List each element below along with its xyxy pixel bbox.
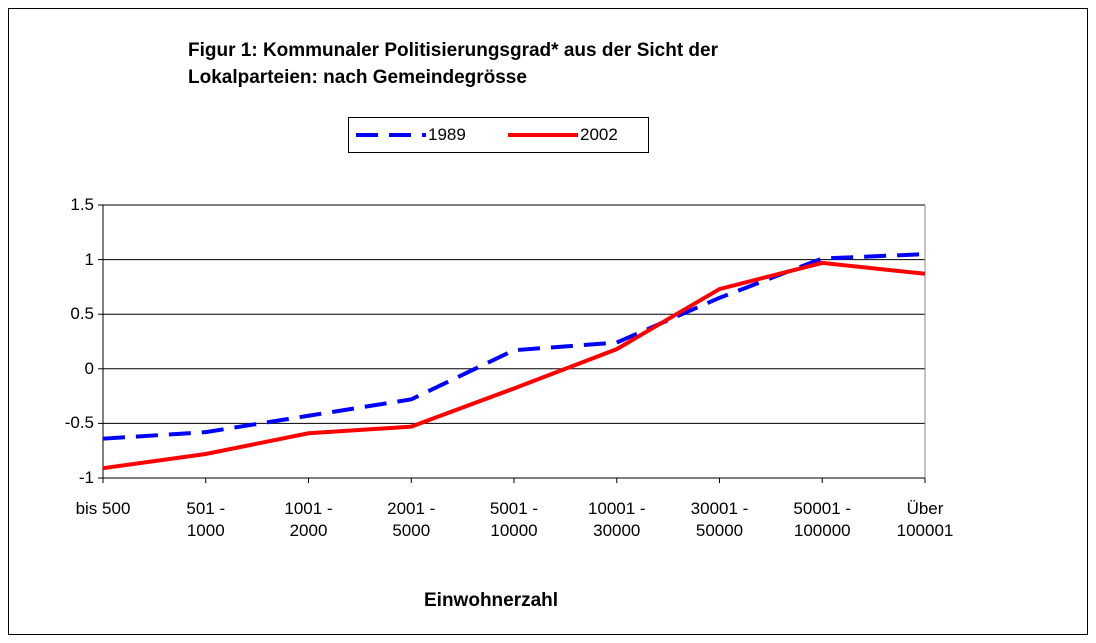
x-tick-label: 2001 - 5000: [387, 499, 436, 540]
y-tick-label: 1.5: [70, 195, 94, 214]
series-line: [102, 260, 926, 471]
chart-title: Figur 1: Kommunaler Politisierungsgrad* …: [188, 40, 718, 88]
y-tick-label: -1: [78, 468, 94, 487]
y-tick-label: 1: [84, 249, 94, 269]
x-tick-label: 5001 - 10000: [489, 499, 539, 540]
x-tick-label: bis 500: [75, 499, 131, 518]
legend-label: 2002: [580, 125, 618, 144]
x-tick-label: 50001 - 100000: [793, 499, 852, 540]
y-tick-label: 0: [84, 358, 94, 378]
x-tick-label: Über 100001: [896, 499, 954, 540]
x-tick-label: 30001 - 50000: [690, 499, 749, 540]
y-tick-label: 0.5: [70, 304, 94, 324]
x-tick-label: 1001 - 2000: [284, 499, 333, 540]
chart-border: [8, 8, 1088, 635]
y-tick-label: -0.5: [64, 413, 94, 433]
x-tick-label: 501 - 1000: [186, 499, 226, 540]
x-axis-label: Einwohnerzahl: [424, 590, 559, 611]
x-tick-label: 10001 - 30000: [587, 499, 646, 540]
legend-label: 1989: [428, 125, 466, 144]
